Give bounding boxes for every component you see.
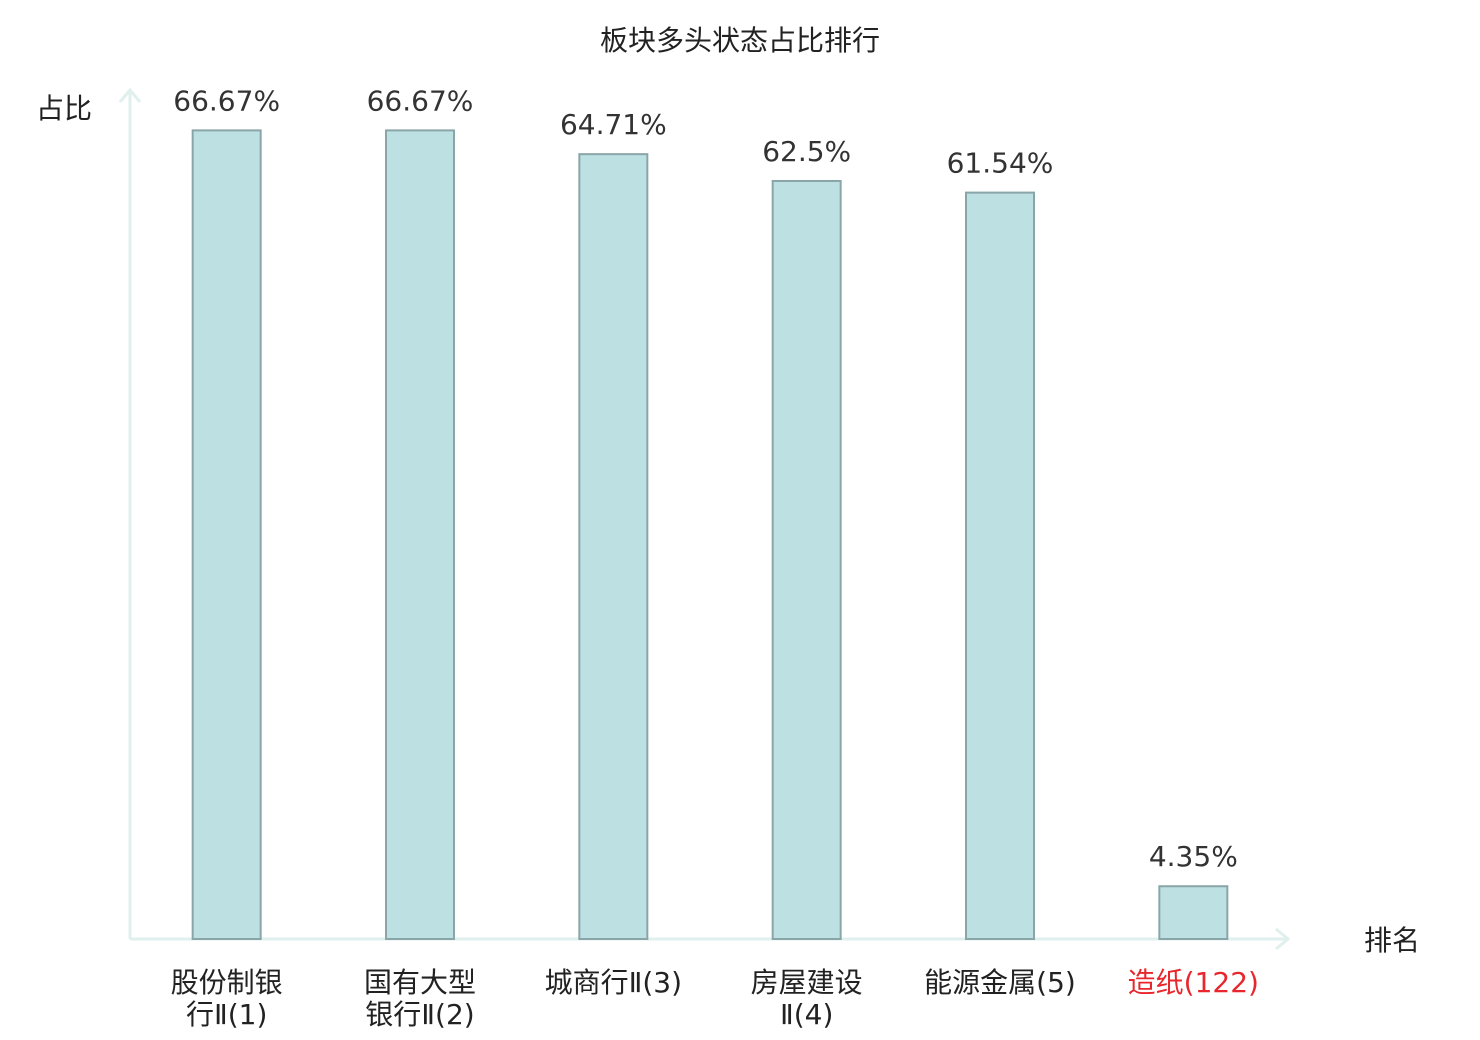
bar bbox=[1158, 885, 1229, 941]
value-label: 61.54% bbox=[947, 147, 1054, 180]
x-tick-label: 城商行Ⅱ(3) bbox=[545, 966, 682, 999]
x-axis-arrow bbox=[1275, 927, 1291, 951]
x-tick-label: 国有大型银行Ⅱ(2) bbox=[364, 966, 476, 1031]
axes bbox=[118, 87, 1291, 951]
x-axis-label: 排名 bbox=[1364, 924, 1420, 957]
y-axis-label: 占比 bbox=[36, 92, 92, 125]
chart-title: 板块多头状态占比排行 bbox=[600, 24, 880, 57]
x-tick-label-line: 国有大型 bbox=[364, 966, 476, 999]
value-label: 64.71% bbox=[560, 108, 667, 141]
x-tick-label: 股份制银行Ⅱ(1) bbox=[171, 966, 283, 1031]
value-label: 62.5% bbox=[762, 135, 851, 168]
x-tick-label-line: 行Ⅱ(1) bbox=[186, 998, 267, 1031]
bar bbox=[771, 179, 842, 940]
x-tick-label-line: 银行Ⅱ(2) bbox=[365, 998, 474, 1031]
x-tick-label: 房屋建设 Ⅱ(4) bbox=[751, 966, 863, 1031]
x-tick-label-line: 股份制银 bbox=[171, 966, 283, 999]
bar bbox=[385, 129, 455, 941]
x-tick-label: 造纸(122) bbox=[1128, 966, 1259, 999]
x-tick-label: 能源金属(5) bbox=[924, 966, 1076, 999]
value-label: 66.67% bbox=[173, 84, 280, 117]
bar bbox=[965, 191, 1035, 940]
value-label: 4.35% bbox=[1149, 840, 1238, 873]
bar bbox=[578, 153, 649, 940]
value-label: 66.67% bbox=[367, 84, 474, 117]
x-tick-label-line: 房屋建设 bbox=[751, 966, 863, 999]
y-axis-arrow bbox=[118, 87, 142, 103]
bar bbox=[191, 129, 262, 941]
x-tick-label-line: Ⅱ(4) bbox=[780, 998, 833, 1031]
